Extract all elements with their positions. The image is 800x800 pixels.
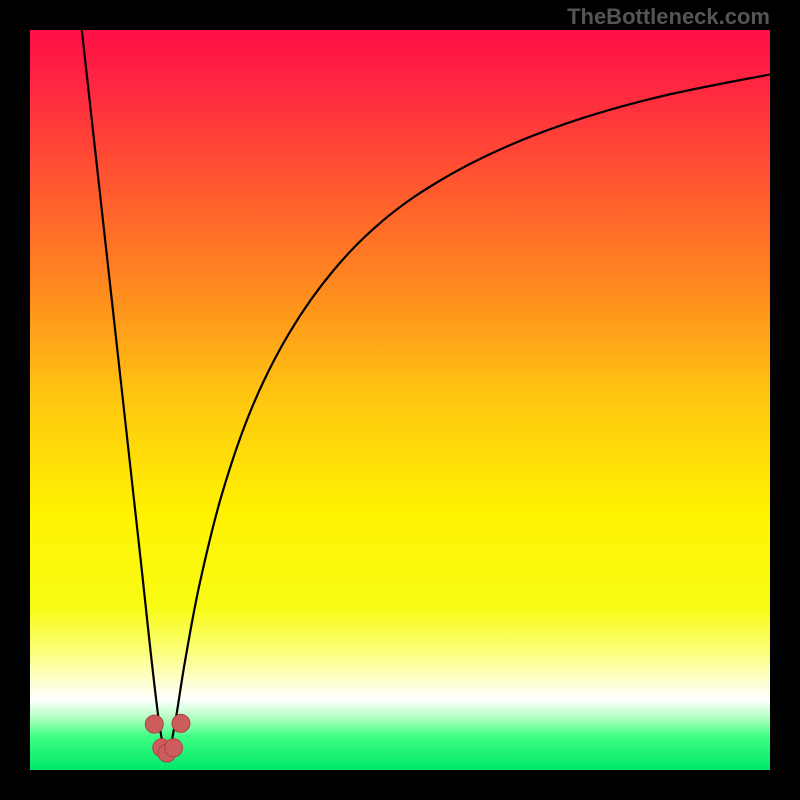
chart-root: TheBottleneck.com [0, 0, 800, 800]
gradient-background [30, 30, 770, 770]
curve-marker [172, 714, 190, 732]
plot-svg [30, 30, 770, 770]
curve-marker [145, 715, 163, 733]
watermark-text: TheBottleneck.com [567, 4, 770, 30]
plot-area [30, 30, 770, 770]
curve-marker [165, 739, 183, 757]
